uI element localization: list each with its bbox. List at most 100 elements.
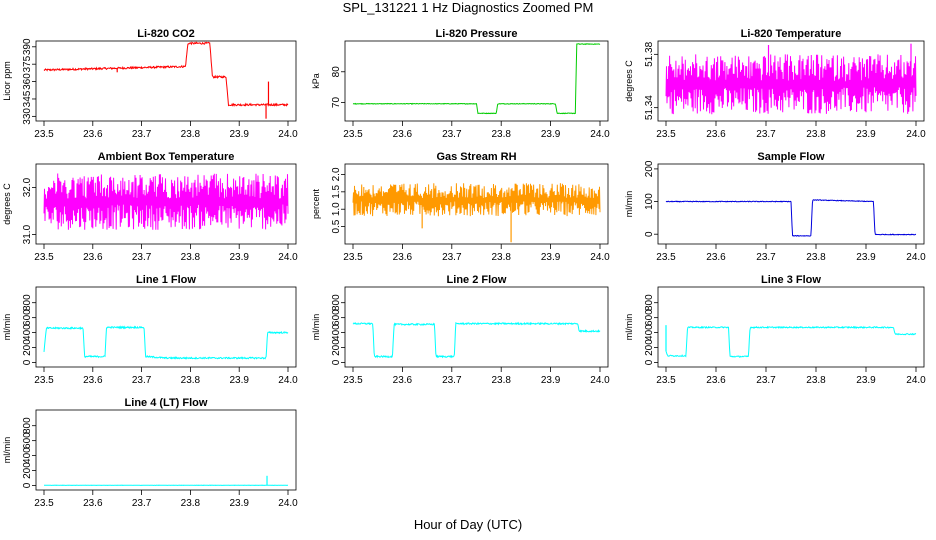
y-tick-label: 70 — [331, 97, 342, 109]
y-tick-label: 800 — [22, 294, 33, 311]
data-series-line — [43, 173, 289, 230]
y-axis-label: ml/min — [311, 314, 321, 341]
panel-title: Gas Stream RH — [436, 151, 516, 163]
y-tick-label: 800 — [644, 294, 655, 311]
y-tick-label: 360 — [22, 73, 33, 90]
y-tick-label: 100 — [644, 193, 655, 210]
x-tick-label: 23.8 — [181, 375, 201, 386]
y-tick-label: 375 — [22, 55, 33, 72]
x-tick-label: 24.0 — [278, 129, 298, 140]
x-tick-label: 23.8 — [181, 129, 201, 140]
x-tick-label: 23.5 — [343, 252, 363, 263]
x-tick-label: 23.8 — [181, 498, 201, 509]
x-tick-label: 23.8 — [491, 375, 511, 386]
x-tick-label: 23.5 — [343, 129, 363, 140]
x-tick-label: 23.7 — [756, 375, 776, 386]
x-tick-label: 23.5 — [34, 252, 54, 263]
y-axis-label: degrees C — [624, 60, 634, 102]
panel-title: Li-820 Temperature — [741, 28, 842, 40]
chart-panel: Li-820 Pressure 23.5 23.6 23.7 23.8 23.9 24.0 7… — [311, 28, 610, 140]
x-tick-label: 23.9 — [856, 252, 876, 263]
data-series-line — [43, 41, 289, 108]
panel-title: Sample Flow — [757, 151, 825, 163]
x-tick-label: 23.6 — [393, 129, 413, 140]
x-tick-label: 23.5 — [656, 375, 676, 386]
plot-frame — [35, 163, 297, 245]
y-tick-label: 0 — [22, 482, 33, 488]
x-tick-label: 23.6 — [83, 252, 103, 263]
x-tick-label: 23.9 — [541, 375, 561, 386]
x-tick-label: 23.8 — [806, 252, 826, 263]
y-tick-label: 200 — [22, 462, 33, 479]
y-tick-label: 200 — [644, 160, 655, 177]
x-tick-label: 24.0 — [906, 252, 926, 263]
x-tick-label: 23.6 — [83, 498, 103, 509]
x-tick-label: 23.7 — [442, 375, 462, 386]
x-tick-label: 23.7 — [442, 129, 462, 140]
x-tick-label: 23.6 — [706, 129, 726, 140]
x-tick-label: 24.0 — [278, 498, 298, 509]
x-tick-label: 23.9 — [229, 129, 249, 140]
y-tick-label: 31.0 — [22, 224, 33, 244]
y-tick-label: 51.38 — [644, 41, 655, 66]
chart-panel: Li-820 Temperature 23.5 23.6 23.7 23.8 23.9 24… — [624, 28, 926, 140]
y-tick-label: 200 — [644, 339, 655, 356]
y-tick-label: 200 — [331, 339, 342, 356]
y-tick-label: 0.5 — [331, 219, 342, 233]
x-tick-label: 23.5 — [34, 129, 54, 140]
x-tick-label: 24.0 — [590, 375, 610, 386]
panel-title: Line 4 (LT) Flow — [125, 397, 208, 409]
x-tick-label: 23.9 — [541, 129, 561, 140]
y-tick-label: 0 — [22, 359, 33, 365]
panel-title: Li-820 CO2 — [137, 28, 194, 40]
data-series-line — [665, 199, 917, 237]
x-tick-label: 23.7 — [756, 252, 776, 263]
x-tick-label: 23.9 — [229, 375, 249, 386]
data-series-line — [665, 54, 917, 115]
x-tick-label: 23.6 — [706, 252, 726, 263]
x-tick-label: 23.6 — [393, 375, 413, 386]
y-axis-label: ml/min — [624, 314, 634, 341]
x-tick-label: 23.8 — [491, 252, 511, 263]
figure-x-axis-label: Hour of Day (UTC) — [413, 517, 523, 532]
y-axis-label: Licor ppm — [2, 61, 12, 101]
panel-title: Ambient Box Temperature — [98, 151, 235, 163]
x-tick-label: 24.0 — [590, 129, 610, 140]
x-tick-label: 23.7 — [132, 252, 152, 263]
x-tick-label: 23.5 — [343, 375, 363, 386]
x-tick-label: 23.9 — [229, 498, 249, 509]
plot-frame — [657, 286, 925, 368]
plot-frame — [35, 286, 297, 368]
chart-panel: Line 2 Flow 23.5 23.6 23.7 23.8 23.9 24.0 0 2004… — [311, 274, 610, 386]
panel-title: Line 1 Flow — [136, 274, 196, 286]
y-tick-label: 80 — [331, 66, 342, 78]
y-tick-label: 0 — [644, 359, 655, 365]
x-tick-label: 23.9 — [541, 252, 561, 263]
x-tick-label: 23.9 — [856, 375, 876, 386]
x-tick-label: 24.0 — [590, 252, 610, 263]
data-series-line — [43, 325, 289, 360]
chart-panel: Gas Stream RH 23.5 23.6 23.7 23.8 23.9 24.0 0.5… — [311, 151, 610, 263]
plot-frame — [344, 163, 609, 245]
chart-panel: Line 1 Flow 23.5 23.6 23.7 23.8 23.9 24.0 0 2004… — [2, 274, 298, 386]
plot-frame — [344, 40, 609, 122]
chart-panel: Sample Flow 23.5 23.6 23.7 23.8 23.9 24.0 0 100 2… — [624, 151, 926, 263]
y-axis-label: ml/min — [624, 191, 634, 218]
chart-panel: Li-820 CO2 23.5 23.6 23.7 23.8 23.9 24.0 330345… — [2, 28, 298, 140]
x-tick-label: 23.9 — [856, 129, 876, 140]
x-tick-label: 23.7 — [132, 498, 152, 509]
chart-panel: Line 4 (LT) Flow 23.5 23.6 23.7 23.8 23.9 24.0… — [2, 397, 298, 509]
x-tick-label: 23.7 — [132, 375, 152, 386]
y-tick-label: 2.0 — [331, 167, 342, 181]
y-tick-label: 800 — [331, 294, 342, 311]
y-tick-label: 400 — [644, 324, 655, 341]
y-tick-label: 51.34 — [644, 95, 655, 120]
x-tick-label: 24.0 — [906, 129, 926, 140]
data-series-line — [352, 321, 601, 359]
x-tick-label: 23.8 — [806, 375, 826, 386]
y-tick-label: 600 — [22, 432, 33, 449]
x-tick-label: 23.5 — [34, 498, 54, 509]
plot-frame — [35, 409, 297, 491]
y-tick-label: 400 — [331, 324, 342, 341]
